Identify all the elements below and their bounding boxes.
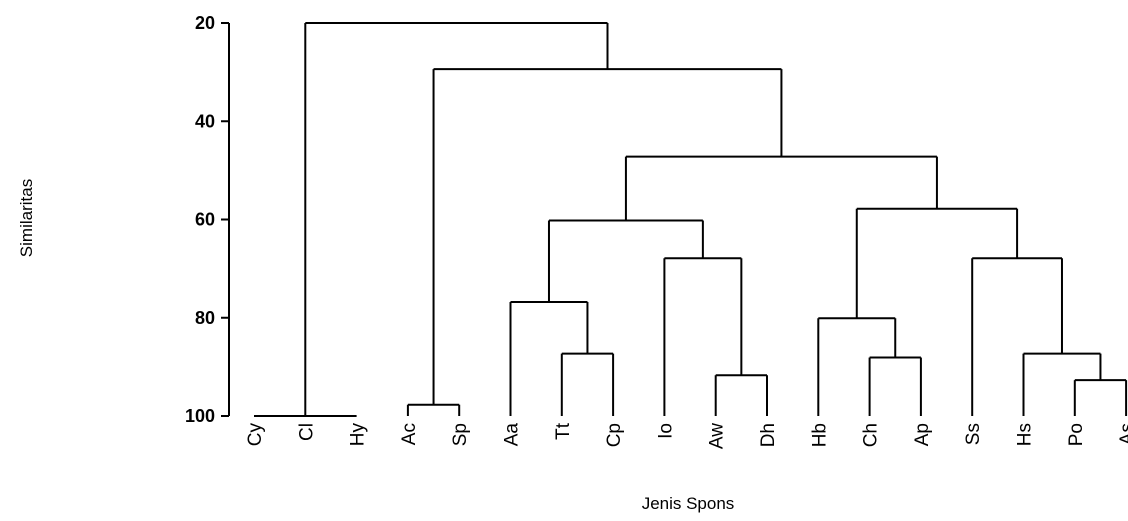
y-axis-title: Similaritas bbox=[17, 179, 36, 257]
x-axis-title: Jenis Spons bbox=[642, 494, 735, 513]
leaf-label-cl: Cl bbox=[296, 423, 317, 441]
leaf-label-sp: Sp bbox=[450, 423, 471, 446]
leaf-label-po: Po bbox=[1066, 423, 1087, 446]
leaf-label-as: As bbox=[1117, 423, 1128, 445]
leaf-label-ss: Ss bbox=[963, 423, 984, 445]
leaf-label-ac: Ac bbox=[399, 423, 420, 445]
y-tick-label: 40 bbox=[195, 111, 215, 131]
leaf-label-hb: Hb bbox=[809, 423, 830, 447]
leaf-label-aa: Aa bbox=[502, 423, 523, 447]
y-tick-label: 80 bbox=[195, 308, 215, 328]
leaf-labels: Cy Cl Hy Ac Sp Aa Tt Cp Io Aw Dh Hb Ch Ap Ss Hs Po As bbox=[245, 422, 1128, 449]
y-axis: 20 40 60 80 100 bbox=[185, 13, 230, 426]
leaf-label-cy: Cy bbox=[245, 423, 266, 447]
leaf-label-dh: Dh bbox=[758, 423, 779, 447]
leaf-label-tt: Tt bbox=[553, 422, 574, 440]
leaf-label-hy: Hy bbox=[348, 423, 369, 447]
leaf-label-io: Io bbox=[655, 423, 676, 439]
y-tick-label: 60 bbox=[195, 210, 215, 230]
dendrogram-links bbox=[254, 22, 1128, 417]
y-tick-label: 100 bbox=[185, 406, 215, 426]
leaf-label-ap: Ap bbox=[912, 423, 933, 446]
leaf-label-cp: Cp bbox=[604, 423, 625, 447]
leaf-label-hs: Hs bbox=[1015, 423, 1036, 446]
leaf-label-aw: Aw bbox=[707, 423, 728, 449]
y-tick-label: 20 bbox=[195, 13, 215, 33]
leaf-label-ch: Ch bbox=[861, 423, 882, 447]
